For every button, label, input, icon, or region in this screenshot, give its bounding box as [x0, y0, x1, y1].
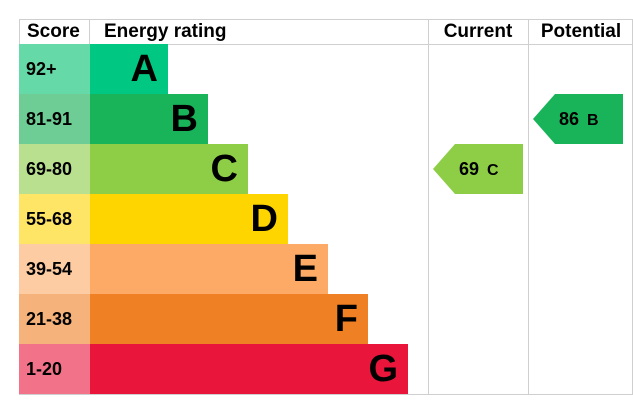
- rating-bar-b: B: [90, 94, 208, 144]
- score-cell-f: 21-38: [19, 294, 90, 344]
- header-divider: [19, 44, 633, 45]
- rating-bar-c: C: [90, 144, 248, 194]
- current-divider: [528, 19, 529, 395]
- top-border: [19, 19, 633, 20]
- score-cell-c: 69-80: [19, 144, 90, 194]
- rating-divider: [428, 19, 429, 395]
- score-cell-d: 55-68: [19, 194, 90, 244]
- rating-bar-f: F: [90, 294, 368, 344]
- potential-rating-arrow: 86 B: [533, 94, 623, 144]
- rating-bar-g: G: [90, 344, 408, 394]
- rating-bar-a: A: [90, 44, 168, 94]
- score-cell-b: 81-91: [19, 94, 90, 144]
- score-cell-e: 39-54: [19, 244, 90, 294]
- score-divider: [89, 19, 90, 45]
- current-rating-value: 69: [459, 159, 480, 179]
- potential-header: Potential: [540, 21, 622, 42]
- potential-rating-value: 86: [559, 109, 580, 129]
- rating-bar-e: E: [90, 244, 328, 294]
- score-header: Score: [27, 21, 80, 42]
- bottom-border: [19, 394, 633, 395]
- rating-bar-d: D: [90, 194, 288, 244]
- score-cell-a: 92+: [19, 44, 90, 94]
- energy-rating-header: Energy rating: [104, 21, 227, 42]
- current-rating-letter: C: [487, 162, 499, 179]
- potential-rating-letter: B: [587, 112, 599, 129]
- current-header: Current: [443, 21, 513, 42]
- current-rating-arrow: 69 C: [433, 144, 523, 194]
- score-cell-g: 1-20: [19, 344, 90, 394]
